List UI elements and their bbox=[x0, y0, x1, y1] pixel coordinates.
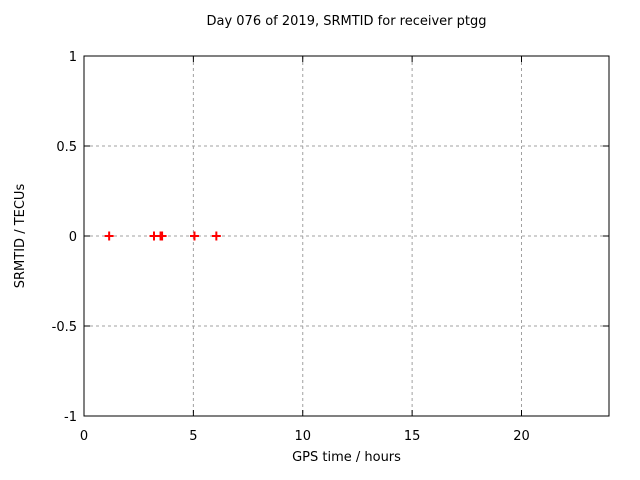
x-tick-label: 20 bbox=[513, 429, 530, 444]
x-tick-label: 10 bbox=[294, 429, 311, 444]
x-tick-label: 15 bbox=[404, 429, 421, 444]
y-tick-label: -0.5 bbox=[52, 320, 77, 335]
data-point-marker bbox=[189, 231, 199, 241]
data-point-marker bbox=[211, 231, 221, 241]
y-axis-label: SRMTID / TECUs bbox=[13, 183, 28, 289]
x-tick-label: 0 bbox=[80, 429, 88, 444]
x-axis-label: GPS time / hours bbox=[292, 450, 401, 465]
y-tick-label: 1 bbox=[69, 50, 77, 65]
x-tick-label: 5 bbox=[189, 429, 197, 444]
data-point-marker bbox=[157, 231, 167, 241]
data-point-marker bbox=[104, 231, 114, 241]
y-tick-label: -1 bbox=[64, 410, 77, 425]
plot-frame bbox=[83, 55, 610, 417]
y-tick-label: 0 bbox=[69, 230, 77, 245]
chart-title: Day 076 of 2019, SRMTID for receiver ptg… bbox=[206, 14, 487, 29]
y-tick-label: 0.5 bbox=[56, 140, 77, 155]
